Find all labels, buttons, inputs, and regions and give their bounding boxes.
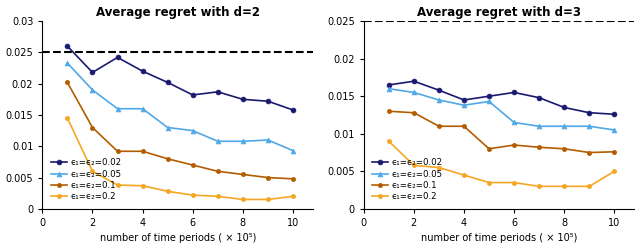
ϵ₁=ϵ₂=0.02 (485, 95, 493, 98)
Legend: ϵ₁=ϵ₂=0.02, ϵ₁=ϵ₂=0.05, ϵ₁=ϵ₂=0.1, ϵ₁=ϵ₂=0.2: ϵ₁=ϵ₂=0.02, ϵ₁=ϵ₂=0.05, ϵ₁=ϵ₂=0.1, ϵ₁=ϵ₂… (371, 157, 444, 203)
ϵ₁=ϵ₂=0.05 (535, 125, 543, 128)
ϵ₁=ϵ₂=0.1 (586, 151, 593, 154)
ϵ₁=ϵ₂=0.2 (586, 185, 593, 188)
ϵ₁=ϵ₂=0.05 (88, 88, 96, 91)
ϵ₁=ϵ₂=0.1 (114, 150, 122, 153)
ϵ₁=ϵ₂=0.2 (561, 185, 568, 188)
ϵ₁=ϵ₂=0.2 (485, 181, 493, 184)
ϵ₁=ϵ₂=0.2 (385, 140, 392, 143)
Title: Average regret with d=3: Average regret with d=3 (417, 5, 581, 19)
ϵ₁=ϵ₂=0.2 (410, 164, 418, 167)
ϵ₁=ϵ₂=0.2 (88, 170, 96, 173)
ϵ₁=ϵ₂=0.05 (561, 125, 568, 128)
ϵ₁=ϵ₂=0.02 (561, 106, 568, 109)
ϵ₁=ϵ₂=0.1 (189, 164, 196, 167)
ϵ₁=ϵ₂=0.2 (289, 195, 297, 198)
ϵ₁=ϵ₂=0.1 (460, 125, 468, 128)
X-axis label: number of time periods ( × 10⁵): number of time periods ( × 10⁵) (99, 234, 256, 244)
Legend: ϵ₁=ϵ₂=0.02, ϵ₁=ϵ₂=0.05, ϵ₁=ϵ₂=0.1, ϵ₁=ϵ₂=0.2: ϵ₁=ϵ₂=0.02, ϵ₁=ϵ₂=0.05, ϵ₁=ϵ₂=0.1, ϵ₁=ϵ₂… (49, 157, 123, 203)
ϵ₁=ϵ₂=0.02 (114, 56, 122, 59)
ϵ₁=ϵ₂=0.2 (239, 198, 246, 201)
Title: Average regret with d=2: Average regret with d=2 (96, 5, 260, 19)
ϵ₁=ϵ₂=0.02 (63, 45, 71, 48)
ϵ₁=ϵ₂=0.05 (289, 149, 297, 152)
ϵ₁=ϵ₂=0.2 (139, 184, 147, 187)
ϵ₁=ϵ₂=0.05 (586, 125, 593, 128)
ϵ₁=ϵ₂=0.05 (114, 107, 122, 110)
ϵ₁=ϵ₂=0.05 (435, 98, 443, 101)
ϵ₁=ϵ₂=0.02 (164, 81, 172, 84)
ϵ₁=ϵ₂=0.2 (189, 194, 196, 197)
ϵ₁=ϵ₂=0.05 (164, 126, 172, 129)
ϵ₁=ϵ₂=0.1 (535, 146, 543, 149)
ϵ₁=ϵ₂=0.02 (460, 98, 468, 101)
ϵ₁=ϵ₂=0.02 (586, 111, 593, 114)
ϵ₁=ϵ₂=0.1 (561, 147, 568, 150)
X-axis label: number of time periods ( × 10⁵): number of time periods ( × 10⁵) (421, 234, 577, 244)
ϵ₁=ϵ₂=0.1 (435, 125, 443, 128)
Line: ϵ₁=ϵ₂=0.02: ϵ₁=ϵ₂=0.02 (65, 44, 296, 112)
ϵ₁=ϵ₂=0.02 (264, 100, 272, 103)
ϵ₁=ϵ₂=0.02 (535, 96, 543, 99)
ϵ₁=ϵ₂=0.1 (239, 173, 246, 176)
ϵ₁=ϵ₂=0.05 (264, 138, 272, 141)
ϵ₁=ϵ₂=0.05 (485, 100, 493, 103)
ϵ₁=ϵ₂=0.02 (510, 91, 518, 94)
ϵ₁=ϵ₂=0.1 (88, 126, 96, 129)
ϵ₁=ϵ₂=0.2 (510, 181, 518, 184)
Line: ϵ₁=ϵ₂=0.2: ϵ₁=ϵ₂=0.2 (65, 116, 295, 201)
ϵ₁=ϵ₂=0.1 (214, 170, 221, 173)
ϵ₁=ϵ₂=0.2 (435, 166, 443, 169)
ϵ₁=ϵ₂=0.05 (611, 128, 618, 131)
ϵ₁=ϵ₂=0.1 (611, 150, 618, 153)
Line: ϵ₁=ϵ₂=0.02: ϵ₁=ϵ₂=0.02 (387, 79, 617, 117)
Line: ϵ₁=ϵ₂=0.05: ϵ₁=ϵ₂=0.05 (387, 86, 617, 132)
ϵ₁=ϵ₂=0.1 (164, 157, 172, 160)
ϵ₁=ϵ₂=0.02 (385, 83, 392, 86)
ϵ₁=ϵ₂=0.2 (114, 184, 122, 187)
ϵ₁=ϵ₂=0.2 (611, 170, 618, 173)
ϵ₁=ϵ₂=0.1 (485, 147, 493, 150)
ϵ₁=ϵ₂=0.02 (410, 80, 418, 83)
ϵ₁=ϵ₂=0.05 (139, 107, 147, 110)
ϵ₁=ϵ₂=0.02 (88, 71, 96, 74)
ϵ₁=ϵ₂=0.1 (410, 111, 418, 114)
ϵ₁=ϵ₂=0.05 (460, 104, 468, 107)
ϵ₁=ϵ₂=0.05 (385, 87, 392, 90)
ϵ₁=ϵ₂=0.2 (164, 190, 172, 193)
Line: ϵ₁=ϵ₂=0.2: ϵ₁=ϵ₂=0.2 (387, 139, 616, 188)
ϵ₁=ϵ₂=0.2 (264, 198, 272, 201)
ϵ₁=ϵ₂=0.1 (289, 177, 297, 180)
ϵ₁=ϵ₂=0.2 (460, 174, 468, 177)
ϵ₁=ϵ₂=0.02 (435, 89, 443, 92)
ϵ₁=ϵ₂=0.02 (239, 98, 246, 101)
ϵ₁=ϵ₂=0.02 (289, 109, 297, 112)
ϵ₁=ϵ₂=0.05 (510, 121, 518, 124)
ϵ₁=ϵ₂=0.05 (410, 91, 418, 94)
ϵ₁=ϵ₂=0.1 (385, 110, 392, 113)
ϵ₁=ϵ₂=0.2 (63, 117, 71, 120)
ϵ₁=ϵ₂=0.02 (214, 90, 221, 93)
ϵ₁=ϵ₂=0.02 (139, 70, 147, 73)
ϵ₁=ϵ₂=0.1 (139, 150, 147, 153)
ϵ₁=ϵ₂=0.1 (63, 81, 71, 84)
ϵ₁=ϵ₂=0.05 (239, 140, 246, 143)
ϵ₁=ϵ₂=0.2 (214, 195, 221, 198)
ϵ₁=ϵ₂=0.1 (264, 176, 272, 179)
Line: ϵ₁=ϵ₂=0.1: ϵ₁=ϵ₂=0.1 (387, 109, 616, 155)
ϵ₁=ϵ₂=0.05 (214, 140, 221, 143)
ϵ₁=ϵ₂=0.02 (611, 113, 618, 116)
ϵ₁=ϵ₂=0.2 (535, 185, 543, 188)
ϵ₁=ϵ₂=0.02 (189, 93, 196, 96)
ϵ₁=ϵ₂=0.1 (510, 143, 518, 146)
ϵ₁=ϵ₂=0.05 (189, 129, 196, 132)
ϵ₁=ϵ₂=0.05 (63, 62, 71, 64)
Line: ϵ₁=ϵ₂=0.1: ϵ₁=ϵ₂=0.1 (65, 80, 295, 181)
Line: ϵ₁=ϵ₂=0.05: ϵ₁=ϵ₂=0.05 (65, 61, 296, 153)
